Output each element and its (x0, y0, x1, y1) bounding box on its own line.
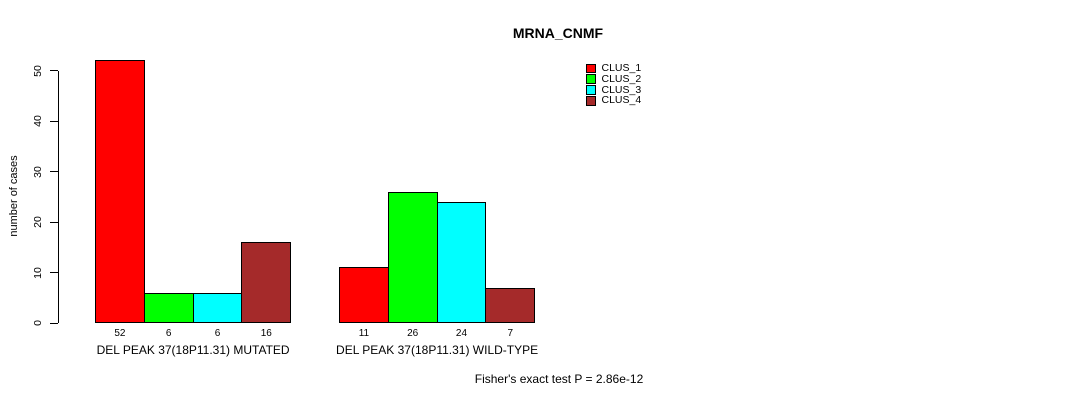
legend-swatch-icon (586, 85, 596, 95)
legend-label: CLUS_1 (601, 62, 642, 74)
bar (339, 267, 389, 323)
bar-value-label: 16 (260, 328, 272, 339)
y-axis-label: number of cases (8, 155, 20, 237)
legend-swatch-icon (586, 63, 596, 74)
y-axis-tick-label: 0 (32, 320, 44, 326)
bar-value-label: 7 (507, 328, 514, 339)
y-axis-tick-label: 10 (32, 266, 44, 279)
bar-value-label: 6 (165, 328, 172, 339)
y-axis-tick (50, 70, 58, 71)
y-axis-tick (50, 171, 58, 172)
legend-item: CLUS_2 (586, 72, 642, 85)
bar (436, 201, 487, 323)
bar-value-label: 6 (214, 328, 221, 339)
bar (241, 242, 292, 323)
group-label: DEL PEAK 37(18P11.31) WILD-TYPE (336, 343, 539, 357)
bar (95, 60, 145, 323)
y-axis-tick-label: 20 (32, 216, 44, 228)
bar-value-label: 52 (114, 328, 126, 339)
legend: CLUS_1 CLUS_2 CLUS_3 CLUS_4 (586, 63, 641, 106)
legend-swatch-icon (586, 74, 596, 84)
group-label: DEL PEAK 37(18P11.31) MUTATED (96, 343, 290, 357)
y-axis-tick (50, 120, 58, 122)
y-axis-tick-label: 50 (32, 64, 44, 77)
y-axis-line (58, 70, 59, 323)
legend-swatch-icon (586, 96, 596, 106)
legend-label: CLUS_3 (601, 83, 642, 96)
bar-value-label: 24 (455, 328, 468, 339)
y-axis-tick (50, 322, 58, 324)
legend-item: CLUS_4 (586, 95, 641, 106)
y-axis-tick (50, 272, 58, 273)
bar-value-label: 11 (358, 328, 370, 339)
legend-label: CLUS_4 (601, 94, 642, 107)
bar-value-label: 26 (407, 328, 419, 339)
fisher-test-annotation: Fisher's exact test P = 2.86e-12 (474, 372, 644, 386)
y-axis-tick (50, 221, 58, 223)
bar (143, 292, 194, 323)
y-axis-tick-label: 40 (32, 115, 44, 127)
legend-item: CLUS_3 (586, 83, 642, 96)
bar (485, 287, 536, 323)
chart-title: MRNA_CNMF (512, 25, 604, 41)
bar (192, 292, 243, 323)
legend-item: CLUS_1 (586, 63, 641, 74)
legend-label: CLUS_2 (601, 72, 642, 85)
y-axis-tick-label: 30 (32, 165, 44, 178)
bar (387, 191, 438, 323)
